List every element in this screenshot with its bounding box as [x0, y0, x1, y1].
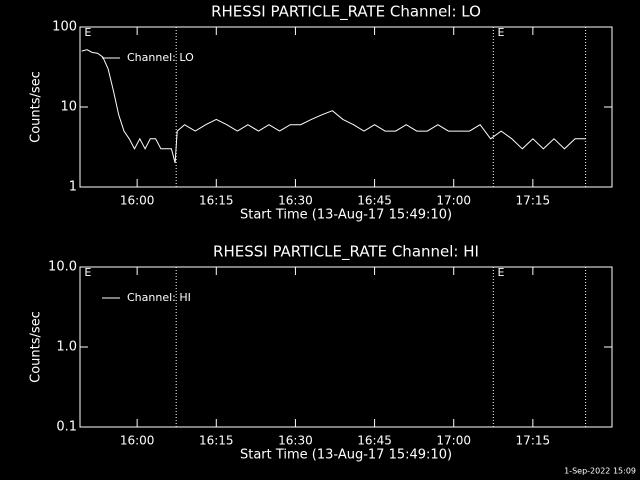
x-tick-label: 17:15: [516, 194, 551, 208]
x-tick-label: 16:30: [278, 434, 313, 448]
x-tick-label: 17:00: [436, 194, 471, 208]
y-axis-label: Counts/sec: [29, 311, 44, 383]
legend-label: Channel: HI: [127, 291, 191, 304]
chart-title: RHESSI PARTICLE_RATE Channel: HI: [213, 243, 479, 262]
event-label: E: [84, 26, 91, 39]
y-tick-label: 0.1: [56, 420, 77, 435]
chart-title: RHESSI PARTICLE_RATE Channel: LO: [211, 3, 481, 22]
event-label: E: [84, 266, 91, 279]
x-axis-label: Start Time (13-Aug-17 15:49:10): [240, 448, 452, 463]
x-axis-label: Start Time (13-Aug-17 15:49:10): [240, 208, 452, 223]
event-label: E: [498, 266, 505, 279]
x-tick-label: 17:15: [516, 434, 551, 448]
x-tick-label: 16:45: [357, 194, 392, 208]
y-tick-label: 10.0: [48, 260, 77, 275]
event-label: E: [498, 26, 505, 39]
y-axis-label: Counts/sec: [29, 71, 44, 143]
x-tick-label: 16:45: [357, 434, 392, 448]
data-line: [81, 49, 586, 164]
x-tick-label: 16:00: [120, 194, 155, 208]
y-tick-label: 10: [60, 100, 77, 115]
legend-label: Channel: LO: [127, 51, 194, 64]
x-tick-label: 16:30: [278, 194, 313, 208]
y-tick-label: 1: [69, 180, 77, 195]
y-tick-label: 1.0: [56, 340, 77, 355]
footer: 1-Sep-2022 15:09: [564, 467, 636, 476]
x-tick-label: 16:15: [199, 434, 234, 448]
y-tick-label: 100: [52, 20, 77, 35]
x-tick-label: 17:00: [436, 434, 471, 448]
x-tick-label: 16:00: [120, 434, 155, 448]
x-tick-label: 16:15: [199, 194, 234, 208]
